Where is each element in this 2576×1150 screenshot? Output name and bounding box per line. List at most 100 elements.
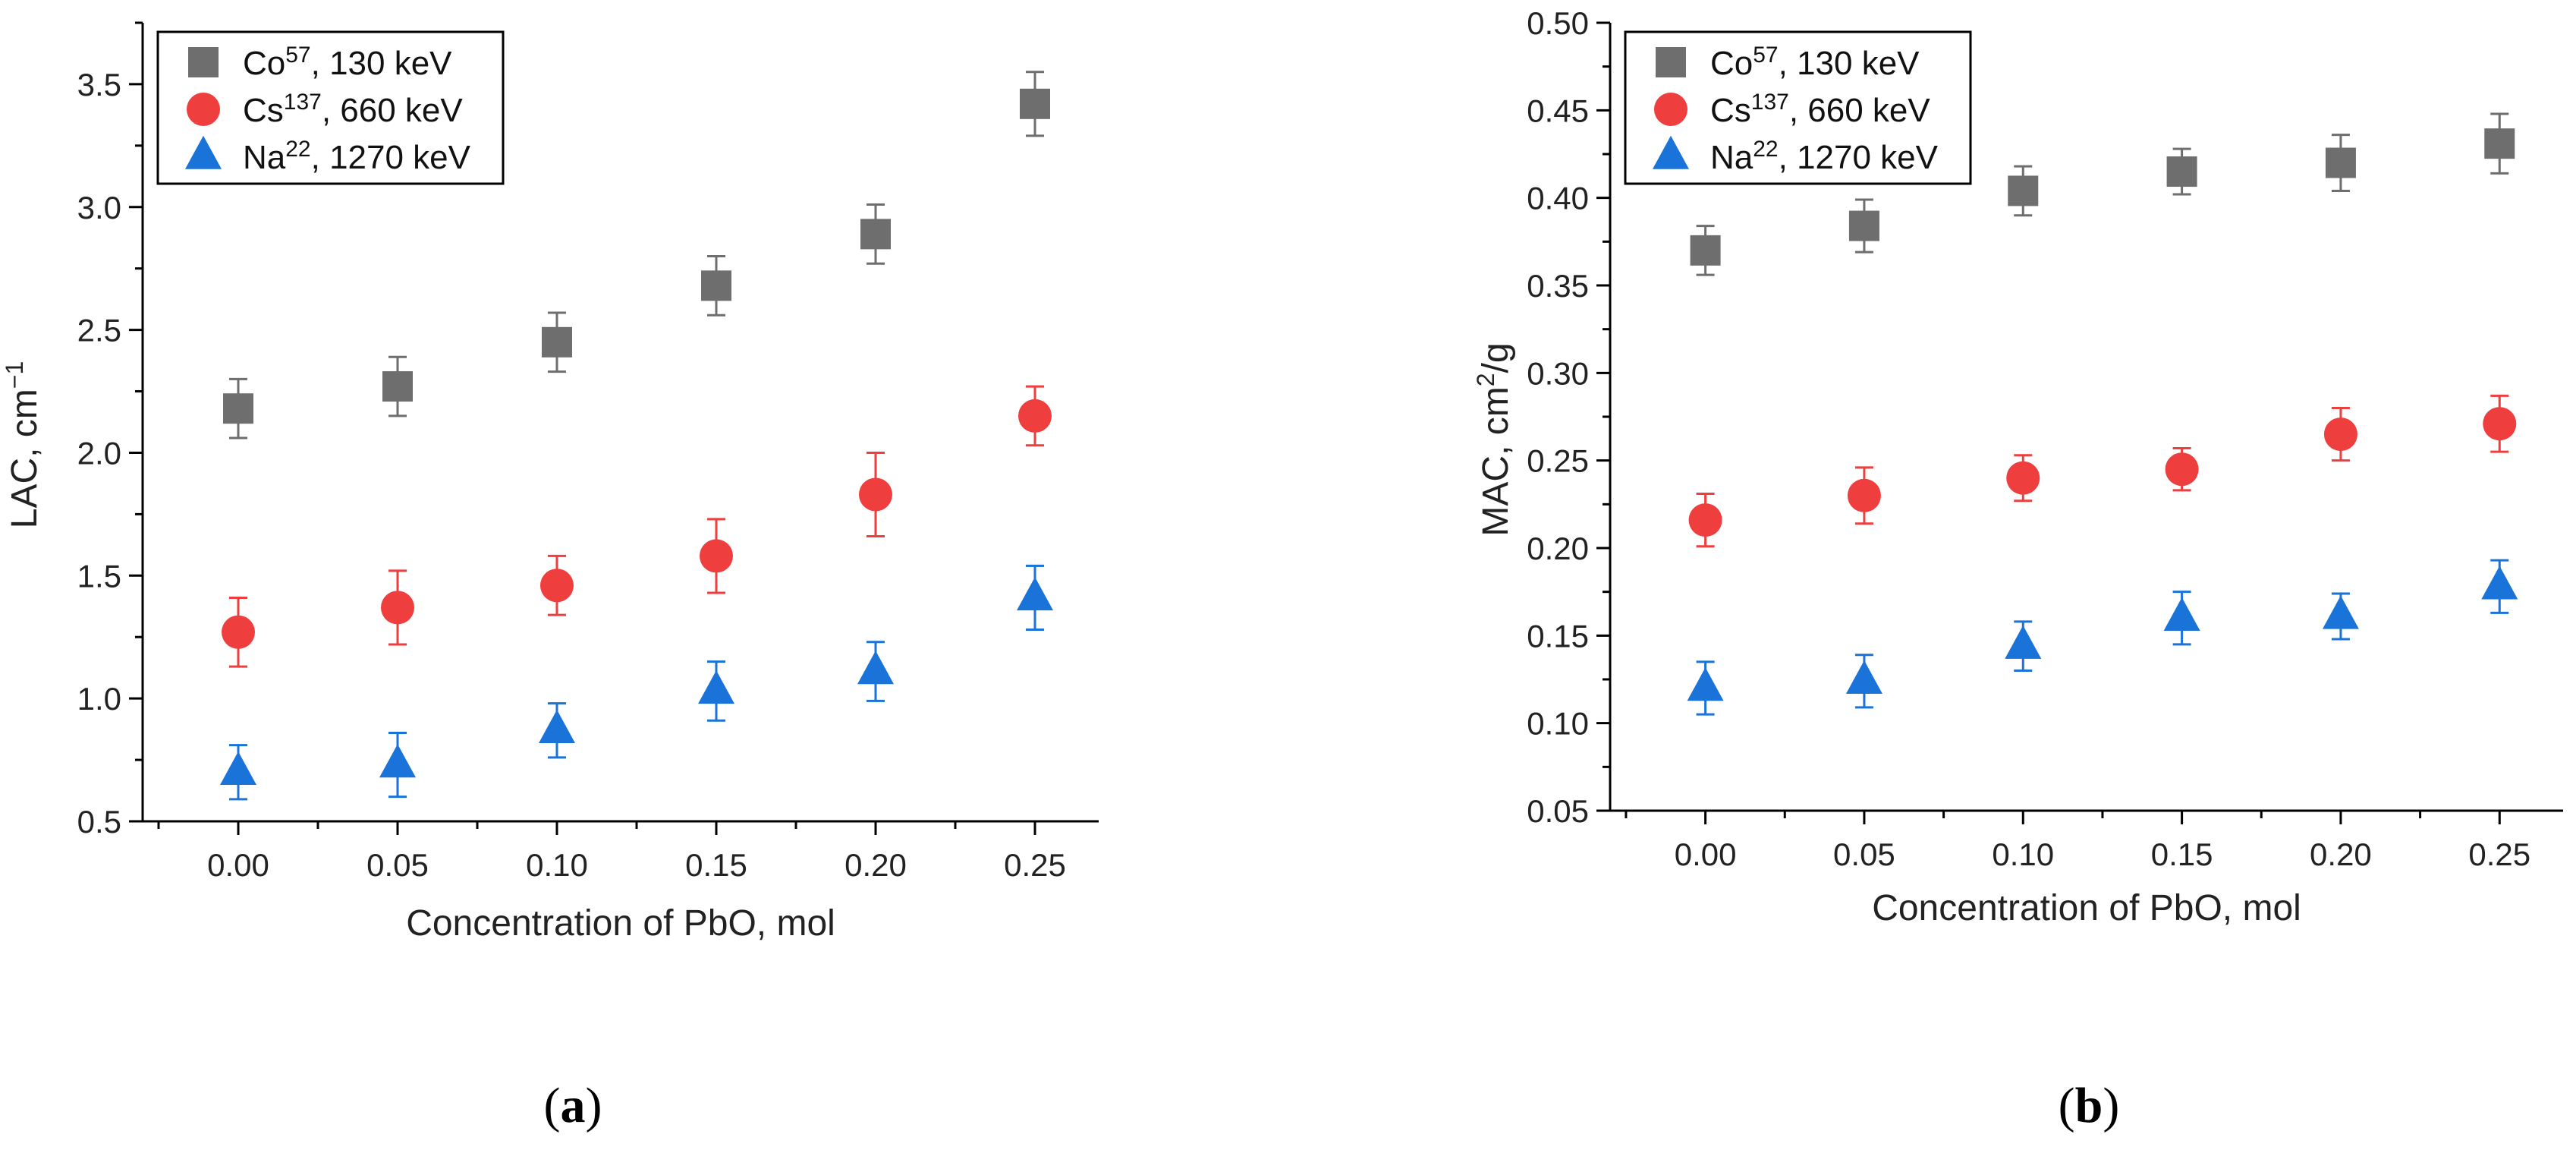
data-point [382,371,413,402]
y-tick-label: 0.15 [1527,618,1589,654]
data-point [1847,478,1881,512]
data-point [2483,407,2517,441]
data-point [222,615,255,649]
y-tick-label: 0.30 [1527,355,1589,391]
data-point [2484,128,2515,159]
legend-label-superscript: 137 [1751,90,1789,115]
chart-panel-b: 0.00 0.05 0.10 0.15 0.20 0.25 0.05 0.10 0.15 0.20… [1472,5,2563,1133]
data-point [379,744,416,778]
legend: Co57, 130 keV Cs137, 660 keV Na22, 1270 ke… [1624,30,1972,185]
data-point [1018,399,1052,433]
data-point [2325,147,2356,178]
y-tick-label: 3.0 [77,190,121,225]
legend-marker [1656,47,1686,77]
legend-label: Co57, 130 keV [243,43,452,83]
data-point [1688,503,1722,537]
data-point [2323,417,2357,452]
data-point [539,709,575,743]
x-tick-label: 0.15 [685,847,747,883]
data-point [2163,597,2200,631]
y-axis-title-superscript: 2 [1472,373,1499,386]
x-tick-label: 0.05 [1833,837,1895,872]
data-point [1687,667,1724,701]
x-tick-label: 0.10 [1992,837,2054,872]
data-point [2322,595,2359,629]
data-point [857,651,894,685]
panel-label: (b) [2059,1078,2120,1133]
y-axis-title-superscript: −1 [1,361,28,389]
legend-label: Cs137, 660 keV [1710,90,1930,130]
series-cs [222,385,1052,668]
y-tick-label: 0.25 [1527,443,1589,479]
legend: Co57, 130 keV Cs137, 660 keV Na22, 1270 ke… [156,30,505,185]
legend-label-base: Co [1710,45,1753,82]
legend-label-superscript: 57 [1753,43,1778,68]
y-tick-label: 3.5 [77,67,121,102]
legend-label: Co57, 130 keV [1710,43,1920,83]
x-tick-label: 0.00 [207,847,269,883]
legend-label: Na22, 1270 keV [1710,137,1939,177]
data-point [223,393,253,424]
data-point [2166,156,2197,187]
data-point [859,477,892,512]
data-point [1848,210,1879,241]
data-point [2005,625,2042,659]
data-point [1690,235,1721,266]
legend-label-superscript: 57 [285,43,310,68]
legend-label-base: Co [243,45,285,82]
data-point [540,569,574,603]
legend-label-superscript: 22 [285,137,310,162]
data-point [701,270,731,301]
y-axis-title-main: LAC, cm [5,389,45,528]
data-point [220,751,256,785]
y-axis-title-tail: /g [1476,342,1516,373]
y-tick-label: 0.10 [1527,706,1589,742]
data-point [698,670,734,704]
data-point [1017,577,1053,611]
y-tick-label: 0.45 [1527,93,1589,128]
y-tick-label: 0.20 [1527,531,1589,566]
legend-label: Na22, 1270 keV [243,137,471,177]
x-tick-label: 0.15 [2151,837,2213,872]
y-axis-title: LAC, cm−1 [1,361,45,529]
legend-marker [185,135,222,169]
y-axis-title: MAC, cm2/g [1472,342,1516,536]
x-tick-label: 0.25 [2468,837,2530,872]
x-tick-label: 0.05 [366,847,429,883]
panel-label-letter: a [561,1078,586,1133]
data-point [2008,175,2039,206]
legend-label-superscript: 22 [1753,137,1778,162]
data-point [2481,566,2518,600]
legend-label-base: Cs [243,92,284,129]
data-point [700,539,733,573]
panel-label: (a) [544,1078,602,1133]
legend-label-base: Cs [1710,92,1751,129]
x-axis-title: Concentration of PbO, mol [1872,888,2301,928]
y-tick-label: 2.5 [77,313,121,348]
legend-marker [1653,135,1689,169]
x-axis-title: Concentration of PbO, mol [406,903,835,944]
data-point [1845,660,1882,695]
legend-label-base: Na [243,139,286,176]
y-tick-label: 0.35 [1527,268,1589,304]
legend-label-rest: , 1270 keV [1779,139,1939,176]
panel-label-close: ) [2103,1078,2119,1133]
x-tick-label: 0.00 [1675,837,1737,872]
panel-label-open: ( [2059,1078,2075,1133]
series-co [1690,112,2515,276]
series-na [1687,559,2518,716]
y-tick-label: 1.5 [77,558,121,594]
data-point [860,219,891,250]
legend-label-base: Na [1710,139,1754,176]
panel-label-letter: b [2075,1078,2103,1133]
data-point [542,326,572,358]
y-tick-label: 2.0 [77,435,121,471]
legend-label-rest: , 660 keV [1789,92,1931,129]
x-tick-label: 0.20 [845,847,907,883]
data-point [2165,452,2199,487]
legend-label: Cs137, 660 keV [243,90,463,130]
data-point [1020,88,1050,119]
panel-label-open: ( [544,1078,561,1133]
data-point [2006,461,2040,495]
legend-marker [1654,93,1687,126]
